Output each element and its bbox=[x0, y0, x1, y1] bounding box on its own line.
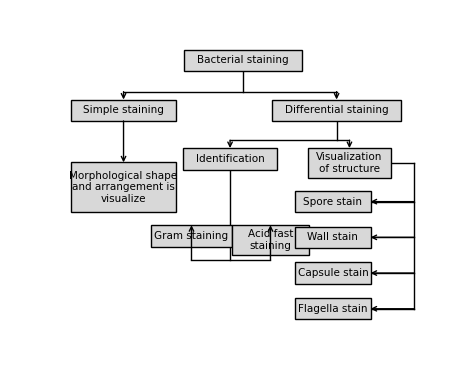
FancyBboxPatch shape bbox=[295, 298, 371, 319]
Text: Morphological shape
and arrangement is
visualize: Morphological shape and arrangement is v… bbox=[70, 171, 178, 204]
Text: Spore stain: Spore stain bbox=[303, 197, 363, 207]
FancyBboxPatch shape bbox=[295, 227, 371, 248]
FancyBboxPatch shape bbox=[272, 99, 401, 121]
Text: Visualization
of structure: Visualization of structure bbox=[316, 152, 383, 174]
FancyBboxPatch shape bbox=[71, 162, 176, 212]
Text: Wall stain: Wall stain bbox=[308, 232, 358, 242]
Text: Bacterial staining: Bacterial staining bbox=[197, 55, 289, 65]
Text: Gram staining: Gram staining bbox=[155, 231, 228, 241]
Text: Flagella stain: Flagella stain bbox=[298, 304, 368, 314]
FancyBboxPatch shape bbox=[295, 262, 371, 284]
FancyBboxPatch shape bbox=[151, 225, 232, 247]
FancyBboxPatch shape bbox=[308, 148, 391, 178]
Text: Differential staining: Differential staining bbox=[285, 105, 388, 115]
Text: Simple staining: Simple staining bbox=[83, 105, 164, 115]
FancyBboxPatch shape bbox=[71, 99, 176, 121]
FancyBboxPatch shape bbox=[232, 225, 309, 255]
Text: Acid fast
staining: Acid fast staining bbox=[248, 229, 293, 251]
Text: Identification: Identification bbox=[196, 154, 264, 164]
FancyBboxPatch shape bbox=[183, 148, 277, 170]
FancyBboxPatch shape bbox=[295, 191, 371, 212]
FancyBboxPatch shape bbox=[184, 49, 301, 71]
Text: Capsule stain: Capsule stain bbox=[298, 268, 368, 278]
